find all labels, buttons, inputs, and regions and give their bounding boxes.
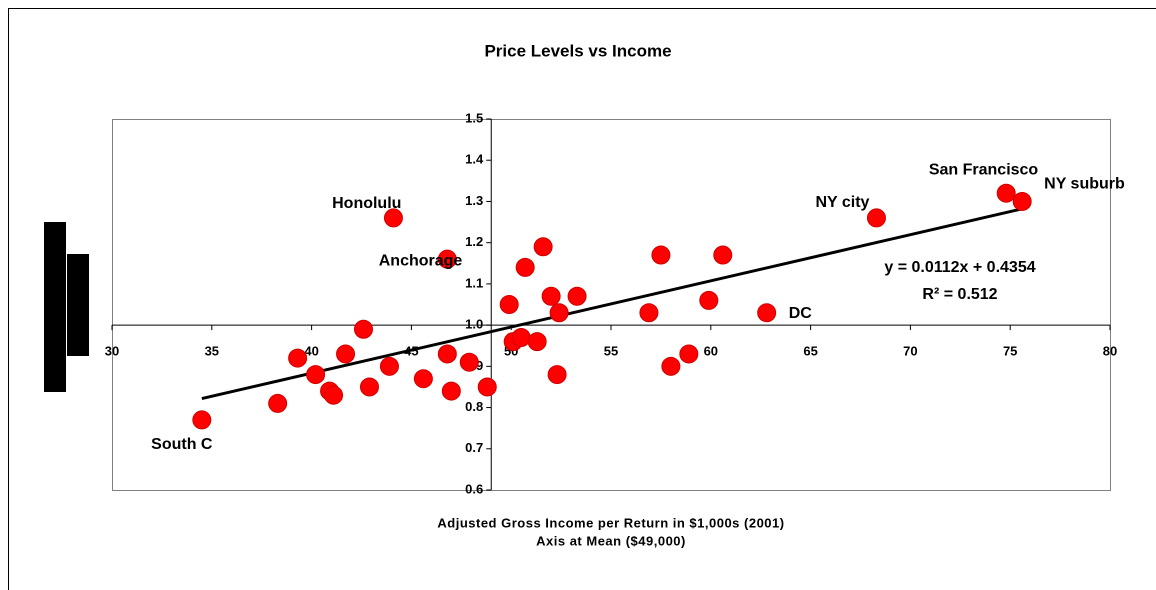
y-tick-label: 0.7 [465,440,483,455]
x-axis-title: Adjusted Gross Income per Return in $1,0… [437,515,784,530]
point [1012,191,1032,211]
point-label: San Francisco [929,161,1039,178]
frame [8,8,1156,590]
x-tick-label: 35 [205,344,219,359]
point [413,369,433,389]
point [306,365,326,385]
point [661,356,681,376]
point [679,344,699,364]
point [288,348,308,368]
point [996,183,1016,203]
point [192,410,212,430]
point [547,365,567,385]
x-tick-label: 30 [105,344,119,359]
point [567,286,587,306]
y-tick-label: 1.1 [465,275,483,290]
point [515,257,535,277]
point [651,245,671,265]
point [866,208,886,228]
point [379,356,399,376]
point-label: NY city [816,194,870,211]
point-label: NY suburb [1044,176,1125,193]
point [713,245,733,265]
point [359,377,379,397]
x-tick-label: 60 [704,344,718,359]
x-tick-label: 55 [604,344,618,359]
point-label: DC [789,305,813,322]
trend-equation: y = 0.0112x + 0.4354 [884,259,1035,276]
point [437,249,457,269]
trend-r2: R² = 0.512 [922,286,997,303]
x-tick-label: 75 [1003,344,1017,359]
trendline [201,207,1023,401]
point [437,344,457,364]
y-tick-label: 1.4 [465,152,484,167]
point [511,327,531,347]
point [533,237,553,257]
point-label: Honolulu [332,195,401,212]
point [353,319,373,339]
point [459,352,479,372]
plot-area [112,119,1111,491]
y-tick-label: 1.3 [465,193,483,208]
x-axis-subtitle: Axis at Mean ($49,000) [536,533,686,548]
point [383,208,403,228]
x-tick-label: 70 [903,344,917,359]
point [757,303,777,323]
point [541,286,561,306]
point-label: South C [151,436,213,453]
point [549,303,569,323]
point [699,290,719,310]
x-tick-label: 80 [1103,344,1117,359]
y-tick-label: 0.8 [465,399,483,414]
point [324,385,344,405]
point [499,295,519,314]
point [336,344,356,364]
artifact [67,254,89,356]
x-tick-label: 65 [803,344,817,359]
artifact [44,222,66,392]
chart-title: Price Levels vs Income [484,41,671,60]
point [527,332,547,352]
point [639,303,659,323]
y-tick-label: 0.6 [465,481,483,496]
point [477,377,497,397]
y-tick-label: 1.5 [465,110,483,125]
point-label: Anchorage [379,252,463,269]
x-tick-label: 40 [304,344,318,359]
point [441,381,461,401]
point [268,393,288,413]
y-tick-label: 1.2 [465,234,483,249]
y-tick-label: 1.0 [465,317,483,332]
